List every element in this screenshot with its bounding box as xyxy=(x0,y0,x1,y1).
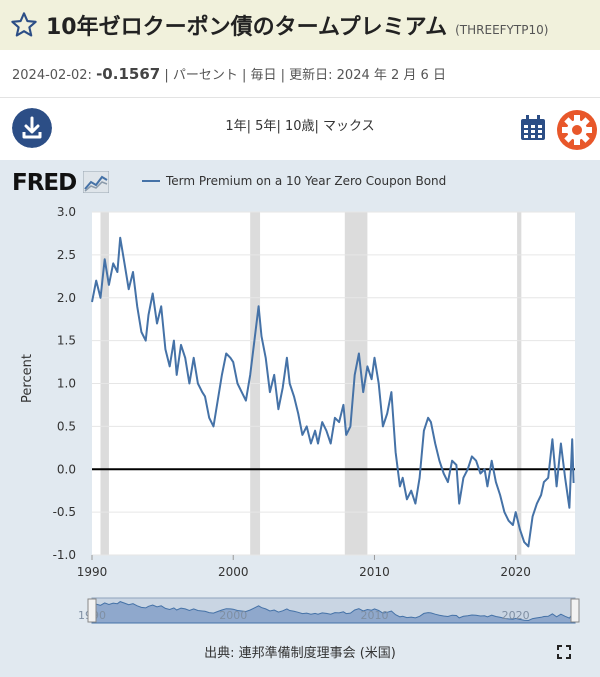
y-tick-label: 0.5 xyxy=(57,419,76,433)
y-tick-label: 3.0 xyxy=(57,205,76,219)
navigator-tick-label: 2020 xyxy=(502,609,530,622)
series-line xyxy=(91,236,575,548)
y-tick-label: 2.5 xyxy=(57,248,76,262)
series-id: (THREEFYTP10) xyxy=(455,23,549,37)
y-tick-label: -0.5 xyxy=(53,505,76,519)
range-selector: 1年| 5年| 10歳| マックス xyxy=(225,119,375,134)
navigator-tick-label: 2000 xyxy=(219,609,247,622)
units-label: | パーセント xyxy=(164,68,238,83)
navigator-tick-label: 2010 xyxy=(360,609,388,622)
divider xyxy=(0,97,600,98)
navigator-handle-left[interactable] xyxy=(87,598,97,623)
fred-logo: FRED xyxy=(12,170,110,196)
x-tick-label: 2010 xyxy=(359,565,390,579)
download-icon[interactable] xyxy=(12,108,52,148)
range-1y[interactable]: 1年 xyxy=(225,119,247,134)
navigator-handle-right[interactable] xyxy=(570,598,580,623)
y-tick-label: -1.0 xyxy=(53,548,76,562)
navigator-series xyxy=(91,601,576,624)
updated-label: | 更新日: 2024 年 2 月 6 日 xyxy=(280,68,446,83)
y-axis-label: Percent xyxy=(20,354,35,403)
observation-value: -0.1567 xyxy=(96,65,161,83)
gear-icon[interactable] xyxy=(557,110,597,150)
fullscreen-icon[interactable] xyxy=(557,645,571,659)
source-label: 出典: 連邦準備制度理事会 (米国) xyxy=(204,646,396,661)
page-title: 10年ゼロクーポン債のタームプレミアム (THREEFYTP10) xyxy=(46,15,549,40)
legend-swatch xyxy=(142,180,160,182)
y-tick-label: 1.0 xyxy=(57,377,76,391)
calendar-icon[interactable] xyxy=(519,114,547,142)
title-bar: 10年ゼロクーポン債のタームプレミアム (THREEFYTP10) xyxy=(0,0,600,50)
star-icon[interactable] xyxy=(10,11,38,39)
legend-label: Term Premium on a 10 Year Zero Coupon Bo… xyxy=(166,174,447,188)
x-tick-label: 1990 xyxy=(77,565,108,579)
x-tick-label: 2020 xyxy=(500,565,531,579)
observation-meta: 2024-02-02: -0.1567 | パーセント | 毎日 | 更新日: … xyxy=(12,64,446,83)
range-5y[interactable]: 5年 xyxy=(255,119,277,134)
chart-legend: Term Premium on a 10 Year Zero Coupon Bo… xyxy=(142,174,446,188)
y-tick-label: 2.0 xyxy=(57,291,76,305)
frequency-label: | 毎日 xyxy=(241,68,277,83)
range-max[interactable]: マックス xyxy=(323,119,375,134)
observation-date: 2024-02-02: xyxy=(12,68,92,83)
y-tick-label: 0.0 xyxy=(57,462,76,476)
y-tick-label: 1.5 xyxy=(57,334,76,348)
x-tick-label: 2000 xyxy=(218,565,249,579)
range-10y[interactable]: 10歳 xyxy=(284,119,315,134)
